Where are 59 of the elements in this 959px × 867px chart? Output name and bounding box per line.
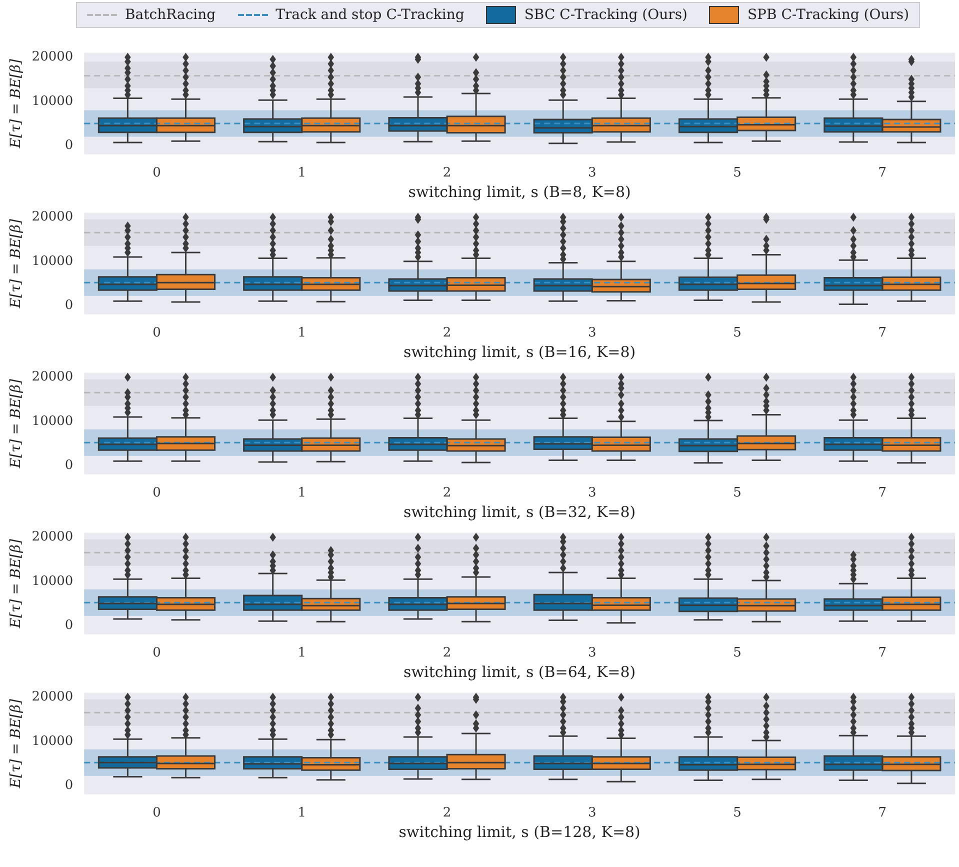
x-tick-label: 5	[733, 646, 742, 661]
x-tick-label: 1	[298, 646, 306, 661]
x-tick-label: 5	[733, 806, 742, 821]
y-tick-label: 0	[64, 458, 74, 473]
x-tick-label: 2	[442, 486, 452, 501]
y-tick-label: 10000	[32, 94, 74, 109]
y-tick-label: 10000	[32, 574, 74, 589]
x-tick-label: 3	[588, 806, 596, 821]
legend-label: SBC C-Tracking (Ours)	[524, 7, 688, 23]
x-tick-label: 1	[298, 486, 306, 501]
x-axis-title: switching limit, s (B=32, K=8)	[404, 502, 636, 521]
x-tick-label: 2	[442, 806, 452, 821]
x-tick-label: 2	[442, 326, 452, 341]
x-tick-label: 7	[878, 646, 887, 661]
x-tick-label: 0	[152, 646, 161, 661]
x-tick-label: 3	[588, 646, 596, 661]
y-axis-title: E[τ] = BE[β]	[8, 58, 24, 150]
x-tick-label: 1	[298, 806, 306, 821]
x-tick-label: 7	[878, 326, 887, 341]
y-axis-title: E[τ] = BE[β]	[8, 538, 24, 630]
x-tick-label: 1	[298, 326, 306, 341]
x-tick-label: 7	[878, 486, 887, 501]
y-tick-label: 0	[64, 618, 74, 633]
x-tick-label: 7	[878, 806, 887, 821]
x-tick-label: 0	[152, 166, 161, 181]
x-tick-label: 5	[733, 166, 742, 181]
x-axis-title: switching limit, s (B=8, K=8)	[408, 182, 631, 201]
x-tick-label: 5	[733, 326, 742, 341]
x-tick-label: 1	[298, 166, 306, 181]
x-tick-label: 5	[733, 486, 742, 501]
x-tick-label: 0	[152, 806, 161, 821]
legend-label: BatchRacing	[125, 7, 216, 23]
x-tick-label: 0	[152, 486, 161, 501]
y-tick-label: 0	[64, 138, 74, 153]
x-axis-title: switching limit, s (B=16, K=8)	[404, 342, 636, 361]
y-axis-title: E[τ] = BE[β]	[8, 698, 24, 790]
x-tick-label: 3	[588, 486, 596, 501]
x-tick-label: 7	[878, 166, 887, 181]
legend-label: Track and stop C-Tracking	[276, 7, 464, 23]
y-tick-label: 0	[64, 298, 74, 313]
legend-label: SPB C-Tracking (Ours)	[747, 7, 910, 23]
x-tick-label: 2	[442, 166, 452, 181]
x-axis-title: switching limit, s (B=128, K=8)	[398, 822, 640, 841]
y-tick-label: 20000	[32, 370, 74, 385]
y-axis-title: E[τ] = BE[β]	[8, 378, 24, 470]
y-tick-label: 0	[64, 778, 74, 793]
y-tick-label: 20000	[32, 530, 74, 545]
x-tick-label: 3	[588, 166, 596, 181]
x-axis-title: switching limit, s (B=64, K=8)	[404, 662, 636, 681]
y-tick-label: 10000	[32, 254, 74, 269]
y-tick-label: 10000	[32, 414, 74, 429]
y-tick-label: 20000	[32, 50, 74, 65]
x-tick-label: 2	[442, 646, 452, 661]
y-tick-label: 20000	[32, 210, 74, 225]
x-tick-label: 0	[152, 326, 161, 341]
y-tick-label: 10000	[32, 734, 74, 749]
y-tick-label: 20000	[32, 690, 74, 705]
y-axis-title: E[τ] = BE[β]	[8, 218, 24, 310]
x-tick-label: 3	[588, 326, 596, 341]
